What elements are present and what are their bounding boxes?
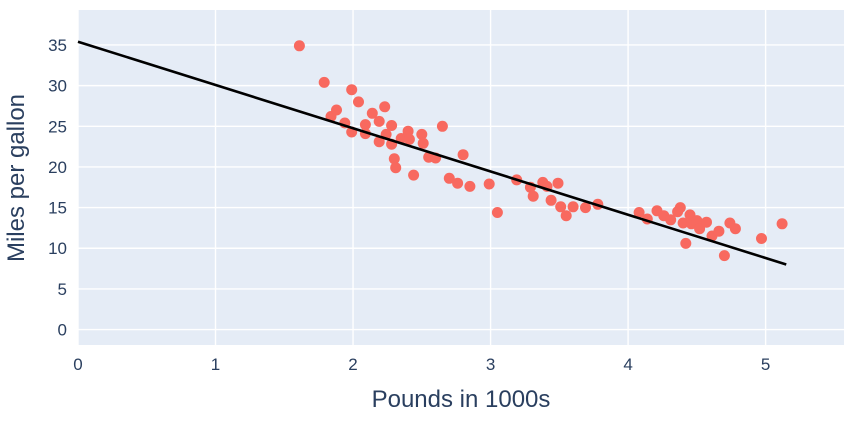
scatter-point <box>491 207 503 218</box>
scatter-point <box>718 250 730 262</box>
scatter-point <box>331 104 342 116</box>
y-tick-label: 20 <box>48 158 67 177</box>
tick-labels: 0 1 2 3 4 5 0 5 10 15 20 25 30 35 <box>48 36 770 374</box>
y-tick-label: 25 <box>48 117 67 136</box>
regression-line <box>77 40 787 266</box>
scatter-point <box>373 136 385 148</box>
scatter-point <box>436 120 448 132</box>
scatter-point <box>417 137 429 149</box>
scatter-point <box>346 84 358 96</box>
scatter-point <box>386 120 398 131</box>
scatter-point <box>483 178 495 190</box>
scatter-point <box>729 223 741 235</box>
scatter-point <box>293 40 305 52</box>
scatter-point <box>776 218 788 230</box>
y-axis-title: Miles per gallon <box>3 94 30 262</box>
scatter-point <box>443 172 455 184</box>
x-axis-title: Pounds in 1000s <box>372 386 551 413</box>
scatter-point <box>390 162 402 174</box>
x-tick-label: 2 <box>348 355 357 374</box>
scatter-point <box>457 149 469 161</box>
scatter-point <box>416 128 428 140</box>
scatter-point <box>366 107 378 119</box>
gridlines <box>77 10 844 345</box>
x-tick-label: 0 <box>73 355 82 374</box>
x-tick-label: 4 <box>623 355 632 374</box>
y-tick-label: 0 <box>58 321 67 340</box>
scatter-point <box>403 133 415 145</box>
x-tick-label: 5 <box>761 355 770 374</box>
y-tick-label: 5 <box>58 280 67 299</box>
plot-panel <box>78 10 844 345</box>
scatter-point <box>665 214 677 226</box>
x-tick-label: 1 <box>211 355 220 374</box>
y-tick-label: 30 <box>48 77 67 96</box>
scatter-point <box>560 210 572 222</box>
scatter-point <box>545 194 557 206</box>
y-tick-label: 10 <box>48 239 67 258</box>
scatter-point <box>677 217 689 229</box>
scatter-point <box>713 225 725 237</box>
scatter-point <box>633 207 645 218</box>
scatter-point <box>680 237 692 249</box>
regression-line-layer <box>77 40 787 266</box>
scatter-points <box>293 40 788 262</box>
scatter-point <box>379 101 391 113</box>
scatter-point <box>359 119 371 131</box>
scatter-point <box>552 177 564 189</box>
scatter-point <box>701 216 712 228</box>
scatter-point <box>318 76 330 88</box>
scatter-point <box>464 180 476 192</box>
scatter-point <box>353 96 364 108</box>
scatter-point <box>567 201 579 213</box>
scatter-point <box>373 115 385 127</box>
scatter-point <box>756 233 767 244</box>
y-tick-label: 35 <box>48 36 67 55</box>
x-tick-label: 3 <box>486 355 495 374</box>
scatter-point <box>580 202 591 214</box>
scatter-point <box>452 177 464 189</box>
scatter-point <box>408 169 420 181</box>
scatter-point <box>527 190 539 202</box>
y-tick-label: 15 <box>48 199 67 218</box>
scatter-point <box>402 125 414 137</box>
scatter-point <box>674 202 686 214</box>
plot-area <box>78 10 844 345</box>
scatter-point <box>555 201 567 213</box>
scatter-point <box>694 223 706 235</box>
scatter-point <box>388 153 400 165</box>
